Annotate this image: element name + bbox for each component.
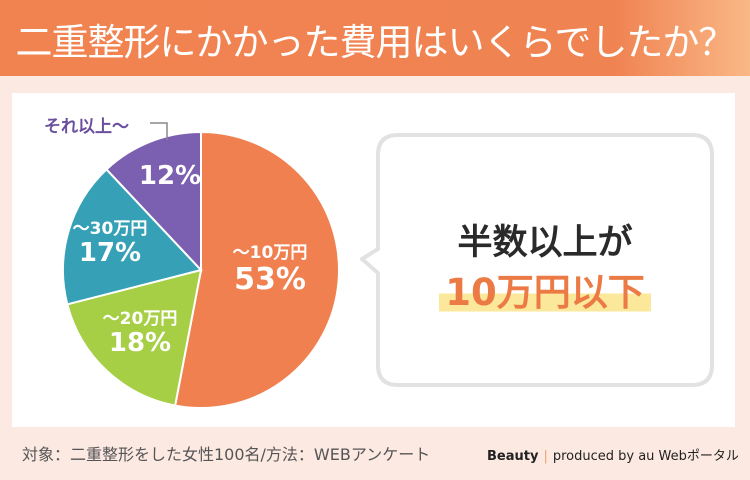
percent-label: 17%	[78, 237, 142, 268]
speech-bubble	[360, 133, 714, 387]
slice-label-30man: 〜30万円 17%	[60, 220, 160, 267]
percent-label: 12%	[138, 161, 202, 191]
pie-slice-1	[173, 130, 340, 409]
page-title: 二重整形にかかった費用はいくらでしたか？	[15, 21, 736, 64]
category-label: 〜30万円	[72, 219, 148, 239]
category-label-over: それ以上〜	[44, 117, 129, 137]
pie-slice-2	[66, 268, 203, 407]
brand-credit: Beauty | produced by au Webポータル	[487, 449, 739, 464]
pie-slice-4	[105, 130, 202, 273]
leader-line	[150, 122, 168, 140]
survey-note: 対象：二重整形をした女性100名/方法：WEBアンケート	[22, 445, 431, 464]
credit-text: produced by au Webポータル	[552, 449, 739, 464]
percent-label: 18%	[108, 327, 172, 358]
slice-label-10man: 〜10万円 53%	[225, 244, 315, 296]
header-banner: 二重整形にかかった費用はいくらでしたか？	[0, 0, 750, 76]
category-label: 〜20万円	[102, 309, 178, 329]
callout-line1: 半数以上が	[457, 223, 633, 263]
callout-line2-highlight: 10万円以下	[439, 262, 651, 316]
pie-slice-3	[62, 167, 203, 306]
slice-label-20man: 〜20万円 18%	[90, 310, 190, 357]
slice-label-over: 12%	[130, 162, 210, 191]
category-label: 〜10万円	[232, 243, 308, 263]
brand-logo: Beauty	[487, 449, 539, 464]
percent-label: 53%	[234, 261, 306, 297]
